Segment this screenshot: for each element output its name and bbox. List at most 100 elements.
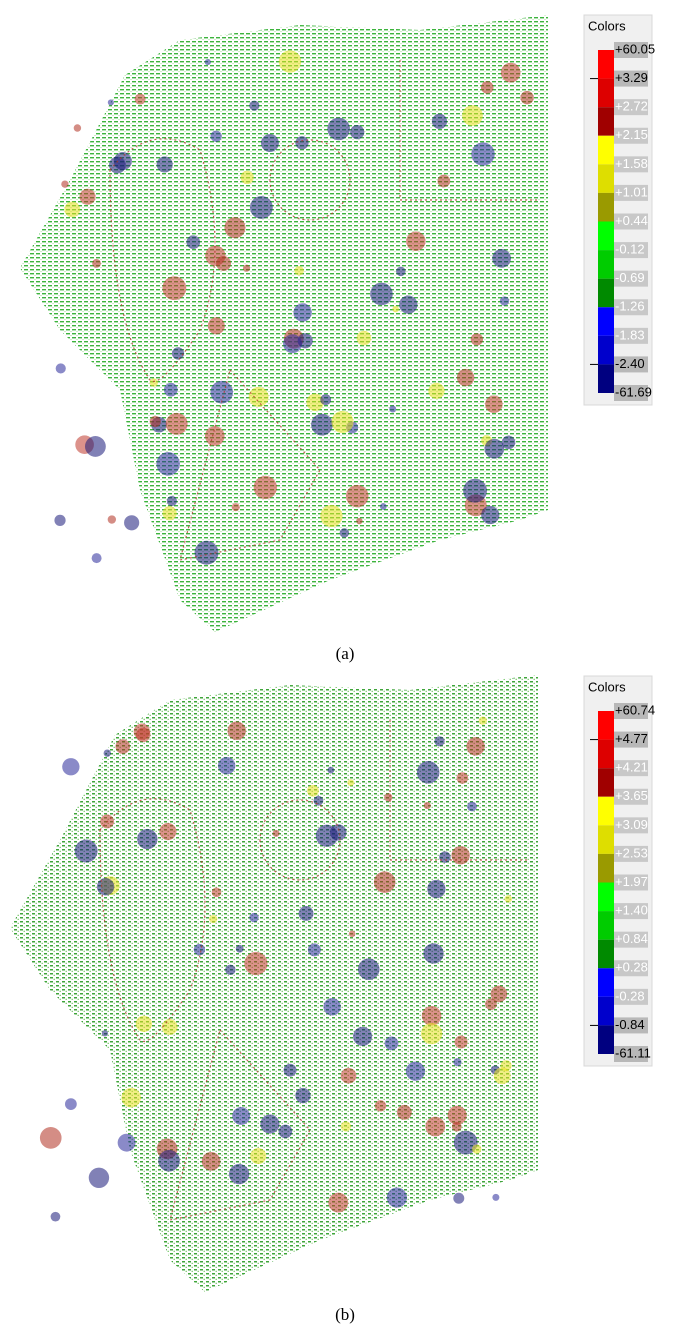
cloud-cluster (92, 259, 101, 268)
cloud-cluster (61, 180, 68, 187)
cloud-cluster (500, 1060, 511, 1071)
cloud-cluster (387, 1188, 407, 1208)
cloud-cluster (327, 118, 350, 141)
cloud-cluster (254, 476, 277, 499)
cloud-cluster (40, 1127, 62, 1149)
cloud-cluster (520, 91, 533, 104)
legend-label: -2.40 (615, 356, 645, 371)
cloud-cluster (428, 383, 444, 399)
cloud-cluster (241, 171, 254, 184)
color-band (598, 825, 614, 854)
legend-label: -0.12 (615, 242, 645, 257)
cloud-cluster (294, 266, 303, 275)
cloud-cluster (479, 716, 487, 724)
cloud-cluster (453, 1058, 461, 1066)
legend-label: +2.53 (615, 845, 648, 860)
cloud-cluster (162, 1019, 178, 1035)
cloud-cluster (202, 1152, 221, 1171)
color-band (598, 997, 614, 1026)
legend-label: +3.29 (615, 70, 648, 85)
cloud-cluster (424, 802, 431, 809)
cloud-cluster (492, 1194, 499, 1201)
legend-label: -0.69 (615, 270, 645, 285)
cloud-cluster (327, 767, 334, 774)
cloud-cluster (320, 394, 331, 405)
cloud-cluster (162, 276, 186, 300)
cloud-cluster (210, 131, 221, 142)
cloud-cluster (353, 1027, 372, 1046)
cloud-cluster (308, 943, 321, 956)
cloud-cluster (85, 436, 106, 457)
cloud-cluster (439, 851, 450, 862)
legend-title: Colors (588, 679, 626, 694)
point-cloud (10, 675, 538, 1292)
cloud-cluster (172, 347, 184, 359)
cloud-cluster (471, 142, 494, 165)
color-band (598, 79, 614, 108)
color-band (598, 336, 614, 365)
cloud-cluster (249, 913, 258, 922)
cloud-cluster (137, 829, 157, 849)
cloud-cluster (422, 1006, 442, 1026)
cloud-cluster (159, 823, 176, 840)
cloud-cluster (283, 334, 302, 353)
cloud-cluster (299, 906, 314, 921)
cloud-cluster (150, 378, 158, 386)
page: Colors+60.05+3.29+2.72+2.15+1.58+1.01+0.… (0, 0, 690, 1331)
cloud-cluster (56, 363, 66, 373)
cloud-cluster (65, 1098, 77, 1110)
cloud-cluster (370, 283, 393, 306)
cloud-cluster (358, 958, 380, 980)
cloud-cluster (218, 757, 235, 774)
cloud-cluster (399, 295, 417, 313)
cloud-cluster (374, 871, 396, 893)
cloud-cluster (501, 63, 521, 83)
cloud-cluster (295, 1088, 310, 1103)
cloud-cluster (346, 485, 369, 508)
cloud-cluster (484, 439, 504, 459)
cloud-cluster (232, 1107, 250, 1125)
cloud-cluster (209, 915, 217, 923)
cloud-cluster (457, 369, 474, 386)
legend-label: +0.28 (615, 960, 648, 975)
cloud-cluster (341, 1068, 357, 1084)
cloud-cluster (453, 1193, 464, 1204)
cloud-cluster (135, 94, 146, 105)
cloud-cluster (320, 505, 342, 527)
cloud-cluster (108, 515, 116, 523)
color-band (598, 854, 614, 883)
cloud-cluster (205, 59, 211, 65)
cloud-cluster (341, 1121, 351, 1131)
cloud-cluster (425, 1117, 445, 1137)
cloud-cluster (406, 231, 426, 251)
cloud-cluster (284, 1064, 297, 1077)
cloud-cluster (385, 1036, 399, 1050)
cloud-cluster (279, 50, 301, 72)
cloud-cluster (471, 333, 483, 345)
cloud-cluster (118, 1134, 136, 1152)
cloud-cluster (423, 943, 443, 963)
cloud-cluster (89, 1168, 109, 1188)
cloud-cluster (462, 105, 483, 126)
cloud-cluster (492, 249, 511, 268)
legend-label: +4.21 (615, 760, 648, 775)
color-band (598, 940, 614, 969)
cloud-cluster (380, 503, 387, 510)
color-band (598, 740, 614, 769)
cloud-cluster (311, 414, 333, 436)
cloud-cluster (273, 830, 280, 837)
cloud-cluster (485, 395, 503, 413)
legend-label: +1.97 (615, 874, 648, 889)
cloud-cluster (432, 114, 447, 129)
cloud-cluster (505, 895, 512, 902)
cloud-cluster (156, 452, 180, 476)
cloud-cluster (136, 1016, 152, 1032)
point-cloud (20, 15, 548, 632)
color-band (598, 107, 614, 136)
legend-label: +3.09 (615, 817, 648, 832)
cloud-cluster (157, 156, 173, 172)
figure: Colors+60.05+3.29+2.72+2.15+1.58+1.01+0.… (0, 0, 690, 1331)
cloud-cluster (331, 411, 353, 433)
cloud-cluster (349, 930, 356, 937)
cloud-cluster (472, 1144, 481, 1153)
